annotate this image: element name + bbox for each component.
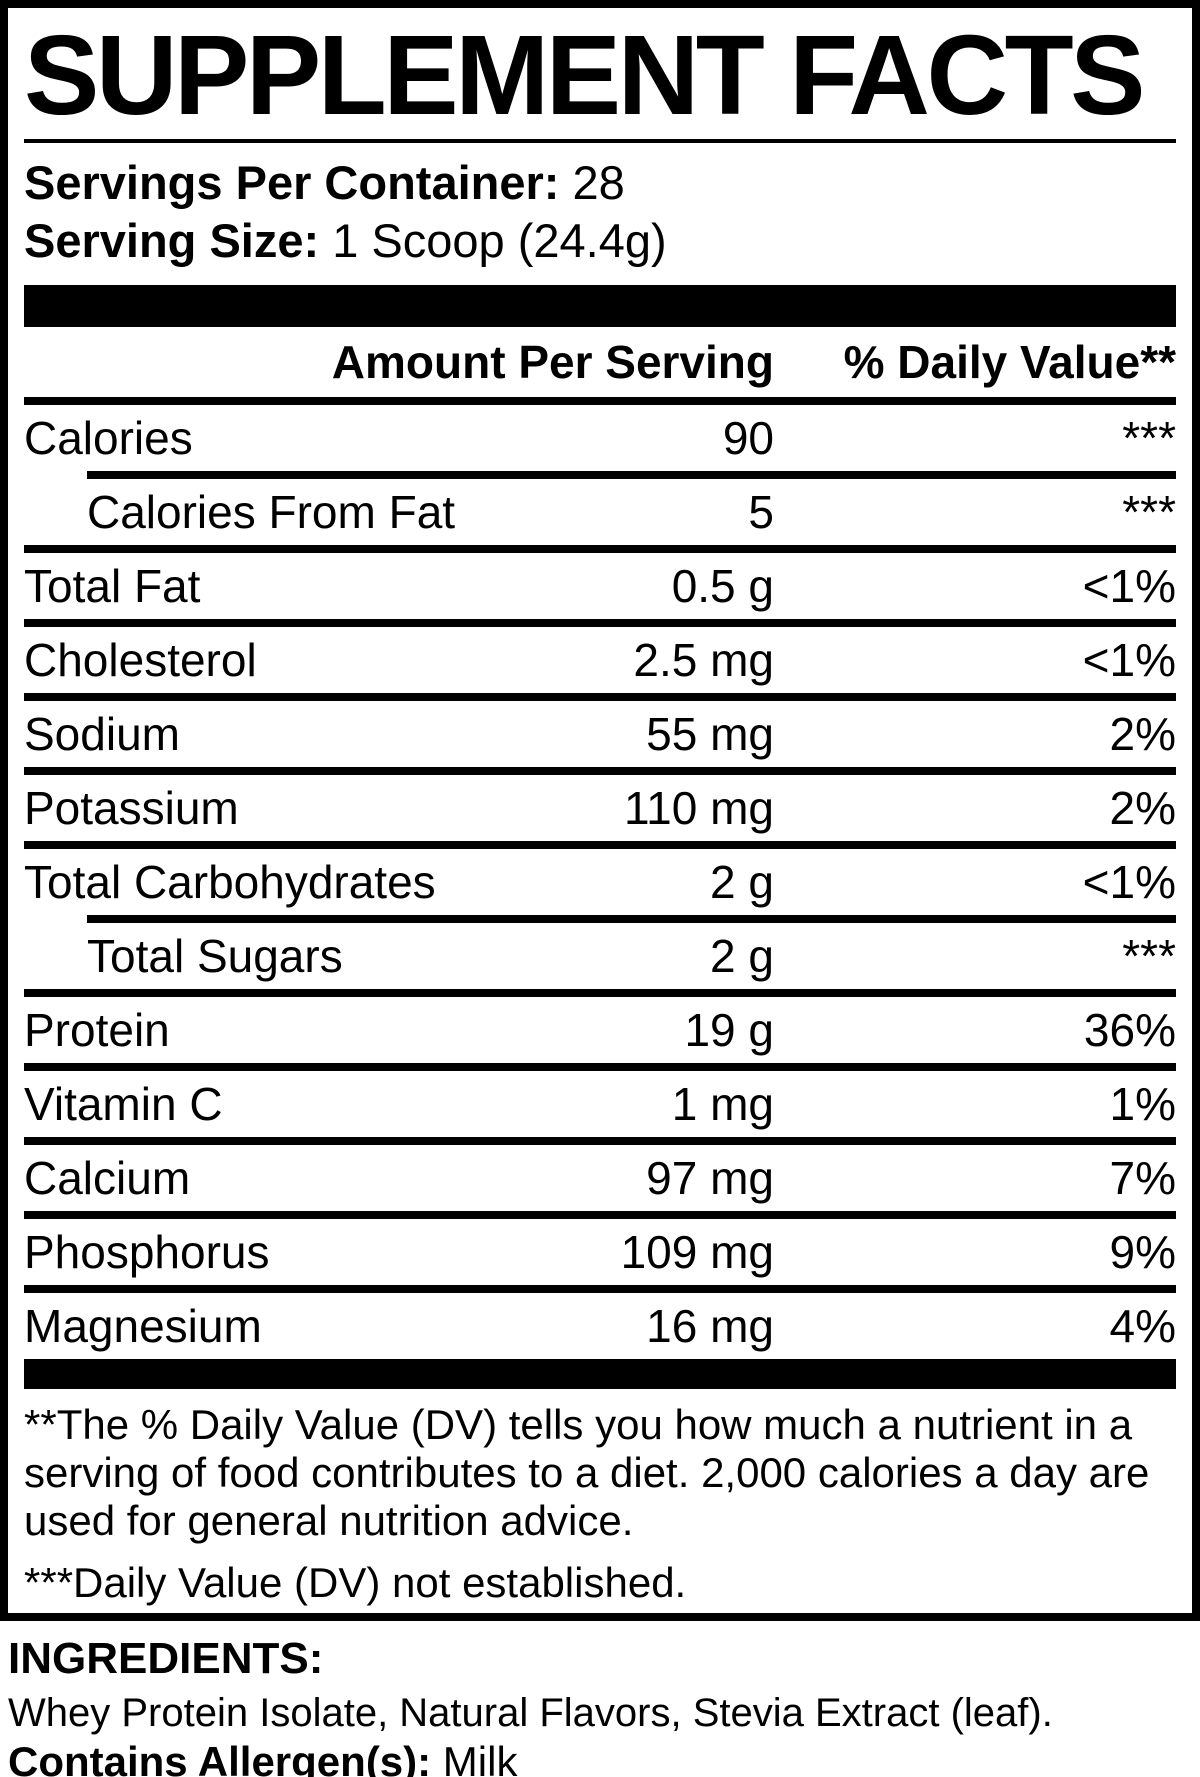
row-divider (24, 841, 1176, 850)
nutrient-daily-value: 7% (1109, 1152, 1176, 1205)
table-row: Sodium 55 mg 2% (24, 701, 1176, 767)
nutrient-daily-value: 9% (1109, 1226, 1176, 1279)
row-divider (87, 915, 1176, 924)
table-row: Phosphorus 109 mg 9% (24, 1219, 1176, 1285)
nutrient-name: Protein (24, 1004, 170, 1057)
footnote-line-dv-not-established: ***Daily Value (DV) not established. (24, 1559, 687, 1607)
nutrient-daily-value: 2% (1109, 782, 1176, 835)
nutrient-daily-value: 36% (1083, 1004, 1176, 1057)
table-row: Total Sugars 2 g *** (24, 923, 1176, 989)
nutrient-name: Cholesterol (24, 634, 257, 687)
nutrient-amount: 2 g (710, 930, 774, 983)
table-header-row: Amount Per Serving % Daily Value** (24, 327, 1176, 397)
row-divider (24, 619, 1176, 628)
nutrient-amount: 0.5 g (671, 560, 774, 613)
nutrient-name: Calories From Fat (87, 486, 456, 539)
nutrient-name: Total Carbohydrates (24, 856, 436, 909)
amount-per-serving-header: Amount Per Serving (331, 336, 774, 389)
supplement-facts-panel: SUPPLEMENT FACTS Servings Per Container:… (0, 0, 1200, 1621)
nutrient-amount: 90 (722, 412, 774, 465)
nutrient-amount: 2.5 mg (633, 634, 774, 687)
nutrient-daily-value: 1% (1109, 1078, 1176, 1131)
servings-per-container-label: Servings Per Container: (24, 156, 560, 210)
header-divider (24, 397, 1176, 406)
table-row: Total Fat 0.5 g <1% (24, 553, 1176, 619)
row-divider (24, 1211, 1176, 1220)
nutrient-daily-value: <1% (1082, 634, 1176, 687)
nutrient-daily-value: *** (1122, 486, 1176, 539)
table-row: Total Carbohydrates 2 g <1% (24, 849, 1176, 915)
daily-value-header: % Daily Value** (843, 336, 1176, 389)
row-divider (24, 1063, 1176, 1072)
nutrient-daily-value: *** (1122, 412, 1176, 465)
footnote: **The % Daily Value (DV) tells you how m… (24, 1401, 1176, 1607)
servings-per-container-line: Servings Per Container: 28 (24, 157, 1176, 209)
nutrient-daily-value: 2% (1109, 708, 1176, 761)
allergen-value: Milk (431, 1738, 518, 1777)
nutrient-name: Phosphorus (24, 1226, 270, 1279)
nutrient-table: Calories 90 *** Calories From Fat 5 *** Total … (24, 405, 1176, 1359)
serving-size-line: Serving Size: 1 Scoop (24.4g) (24, 215, 1176, 267)
row-divider (87, 471, 1176, 480)
nutrient-amount: 19 g (684, 1004, 774, 1057)
row-divider (24, 767, 1176, 776)
nutrient-name: Total Sugars (87, 930, 343, 983)
nutrient-amount: 55 mg (646, 708, 774, 761)
serving-size-label: Serving Size: (24, 214, 320, 268)
nutrient-amount: 109 mg (620, 1226, 774, 1279)
nutrient-amount: 97 mg (646, 1152, 774, 1205)
table-row: Protein 19 g 36% (24, 997, 1176, 1063)
separator-bar-bottom (24, 1359, 1176, 1390)
row-divider (24, 989, 1176, 998)
separator-bar-top (24, 285, 1176, 328)
nutrient-amount: 16 mg (646, 1300, 774, 1353)
nutrient-daily-value: <1% (1082, 856, 1176, 909)
table-row: Calcium 97 mg 7% (24, 1145, 1176, 1211)
table-row: Potassium 110 mg 2% (24, 775, 1176, 841)
title-divider (24, 139, 1176, 144)
allergen-line: Contains Allergen(s): Milk (8, 1741, 1192, 1777)
table-row: Calories From Fat 5 *** (24, 479, 1176, 545)
nutrient-amount: 110 mg (623, 782, 774, 835)
nutrient-amount: 5 (748, 486, 774, 539)
ingredients-heading: INGREDIENTS: (8, 1634, 324, 1683)
nutrient-daily-value: 4% (1109, 1300, 1176, 1353)
row-divider (24, 693, 1176, 702)
table-row: Calories 90 *** (24, 405, 1176, 471)
nutrient-amount: 2 g (710, 856, 774, 909)
ingredients-section: INGREDIENTS: Whey Protein Isolate, Natur… (0, 1621, 1200, 1777)
row-divider (24, 545, 1176, 554)
footnote-line: **The % Daily Value (DV) tells you how m… (24, 1401, 1133, 1449)
nutrient-name: Calcium (24, 1152, 191, 1205)
nutrient-name: Vitamin C (24, 1078, 223, 1131)
servings-per-container-value: 28 (559, 156, 625, 210)
row-divider (24, 1285, 1176, 1294)
serving-size-value: 1 Scoop (24.4g) (319, 214, 667, 268)
ingredients-list: Whey Protein Isolate, Natural Flavors, S… (8, 1691, 1053, 1735)
supplement-facts-title: SUPPLEMENT FACTS (24, 12, 1146, 138)
nutrient-name: Total Fat (24, 560, 201, 613)
row-divider (24, 1137, 1176, 1146)
allergen-label: Contains Allergen(s): (8, 1738, 432, 1777)
nutrient-name: Magnesium (24, 1300, 262, 1353)
nutrient-name: Calories (24, 412, 193, 465)
table-row: Vitamin C 1 mg 1% (24, 1071, 1176, 1137)
footnote-line: serving of food contributes to a diet. 2… (24, 1449, 1150, 1497)
nutrient-daily-value: <1% (1082, 560, 1176, 613)
footnote-line: used for general nutrition advice. (24, 1497, 634, 1545)
nutrient-name: Sodium (24, 708, 180, 761)
nutrient-name: Potassium (24, 782, 239, 835)
table-row: Magnesium 16 mg 4% (24, 1293, 1176, 1359)
table-row: Cholesterol 2.5 mg <1% (24, 627, 1176, 693)
nutrient-daily-value: *** (1122, 930, 1176, 983)
nutrient-amount: 1 mg (671, 1078, 774, 1131)
